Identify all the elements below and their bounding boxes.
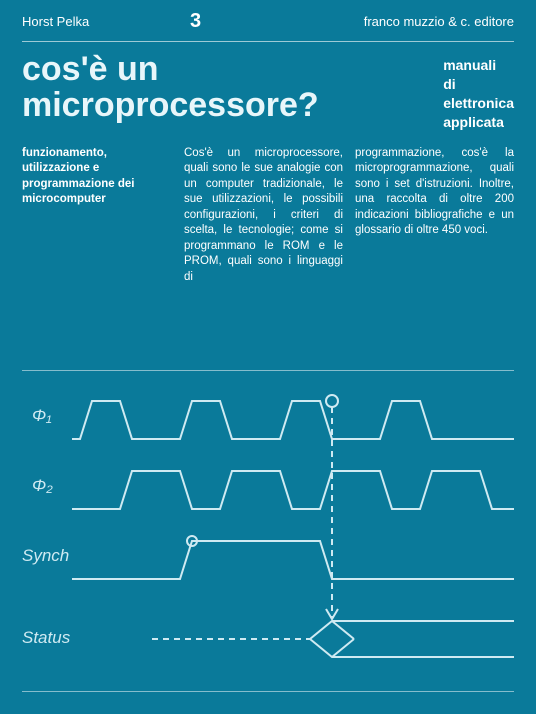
title-line1: cos'è un — [22, 50, 159, 88]
publisher: franco muzzio & c. editore — [364, 14, 514, 29]
series-l1: manuali — [443, 56, 514, 75]
signal-status — [310, 621, 514, 657]
blurb-columns: funzionamento, utilizzazione e programma… — [0, 132, 536, 286]
signal-phi2 — [72, 471, 514, 509]
series-l4: applicata — [443, 113, 514, 132]
series-number: 3 — [190, 10, 201, 33]
svg-text:Status: Status — [22, 628, 71, 647]
book-title: cos'è un microprocessore? — [22, 52, 372, 132]
author: Horst Pelka — [22, 14, 89, 29]
svg-text:Φ₂: Φ₂ — [32, 476, 53, 495]
timing-diagram: Φ₁ Φ₂ Synch Status — [22, 370, 514, 692]
svg-text:Synch: Synch — [22, 546, 69, 565]
blurb-right: programmazione, cos'è la microprogrammaz… — [355, 146, 514, 286]
series-name: manuali di elettronica applicata — [443, 52, 514, 132]
blurb-middle: Cos'è un microprocessore, quali sono le … — [184, 146, 343, 286]
title-line2: microprocessore? — [22, 86, 319, 124]
edge-marker — [326, 395, 338, 407]
svg-text:Φ₁: Φ₁ — [32, 406, 52, 425]
series-l3: elettronica — [443, 94, 514, 113]
signal-synch — [72, 541, 514, 579]
series-l2: di — [443, 75, 514, 94]
subtitle: funzionamento, utilizzazione e programma… — [22, 146, 172, 286]
signal-phi1 — [72, 401, 514, 439]
